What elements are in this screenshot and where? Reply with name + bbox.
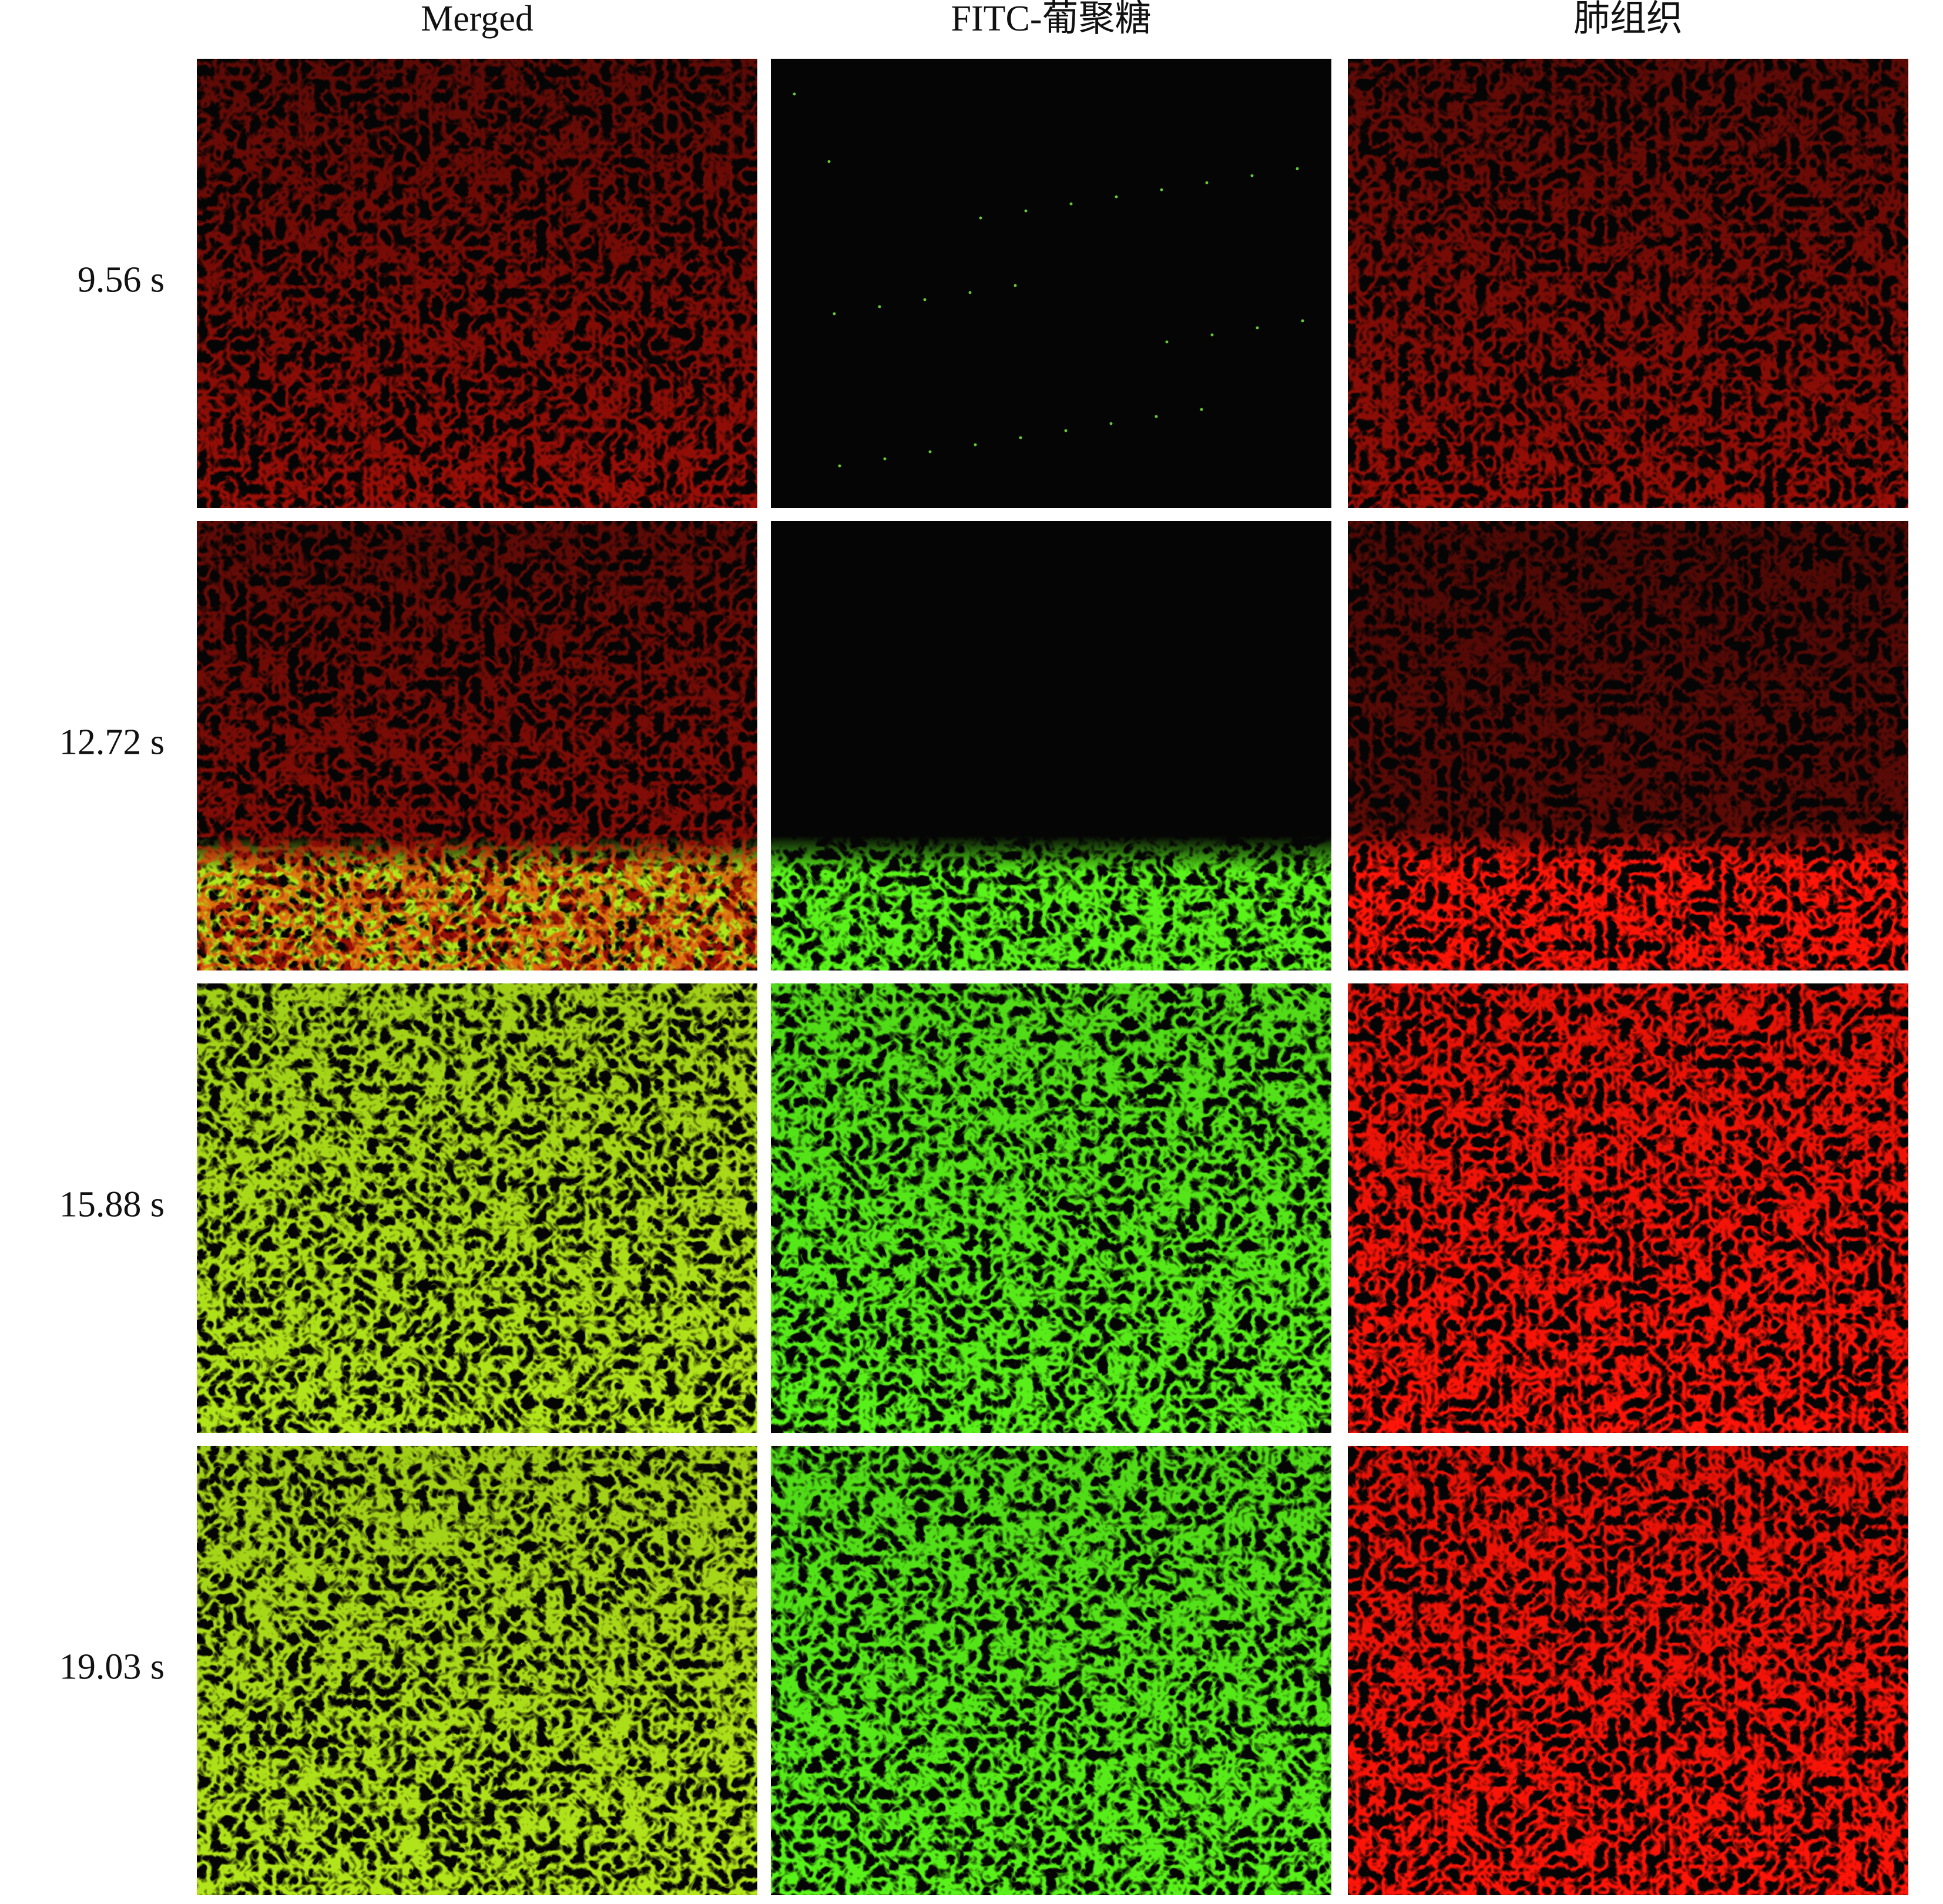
speck	[1064, 429, 1068, 432]
fluorescence-texture	[197, 59, 757, 508]
column-header: 肺组织	[1573, 0, 1683, 39]
speck	[878, 305, 881, 308]
micrograph-panel	[197, 521, 757, 971]
fluorescence-texture	[771, 983, 1331, 1433]
fluorescence-texture	[1348, 1446, 1908, 1895]
speck	[968, 291, 972, 294]
micrograph-panel	[1348, 1446, 1908, 1895]
speck	[827, 160, 831, 163]
row-label: 15.88 s	[59, 1185, 165, 1225]
speck	[1210, 333, 1214, 337]
fluorescence-texture	[1348, 983, 1908, 1433]
column-header: Merged	[421, 0, 533, 39]
speck	[979, 216, 982, 220]
micrograph-panel	[1348, 59, 1908, 508]
speck	[1256, 326, 1259, 330]
micrograph-panel	[771, 983, 1331, 1433]
speck	[1024, 209, 1028, 213]
speck	[1155, 415, 1158, 418]
fluorescence-texture	[197, 521, 757, 971]
speck	[1205, 181, 1209, 184]
speck	[1250, 174, 1254, 177]
fluorescence-texture	[1348, 59, 1908, 508]
speck	[1296, 167, 1299, 170]
micrograph-panel	[197, 59, 757, 508]
speck	[1301, 319, 1304, 323]
speck	[833, 312, 836, 315]
panel-background	[771, 59, 1331, 508]
speck	[1019, 436, 1022, 439]
speck	[923, 298, 927, 301]
fluorescence-texture	[771, 1446, 1331, 1895]
micrograph-panel	[1348, 521, 1908, 971]
speck	[1115, 195, 1118, 199]
speck	[1069, 202, 1073, 206]
micrograph-panel	[1348, 983, 1908, 1433]
speck	[974, 443, 977, 446]
column-header: FITC-葡聚糖	[951, 0, 1151, 39]
speck	[928, 450, 932, 454]
fluorescence-texture	[197, 1446, 757, 1895]
fluorescence-texture	[771, 521, 1331, 971]
speck	[793, 92, 796, 96]
row-label: 19.03 s	[59, 1647, 165, 1687]
micrograph-panel	[771, 1446, 1331, 1895]
speck	[1165, 340, 1169, 344]
speck	[883, 457, 887, 461]
micrograph-panel	[771, 521, 1331, 971]
micrograph-panel	[197, 983, 757, 1433]
speck	[1109, 422, 1113, 425]
speck	[838, 464, 841, 468]
speck	[1160, 188, 1163, 192]
speck	[1200, 408, 1203, 411]
micrograph-panel	[197, 1446, 757, 1895]
fluorescence-texture	[197, 983, 757, 1433]
micrograph-panel	[771, 59, 1331, 508]
speck	[1014, 284, 1017, 287]
row-label: 9.56 s	[78, 260, 165, 300]
fluorescence-texture	[1348, 521, 1908, 971]
row-label: 12.72 s	[59, 723, 165, 763]
